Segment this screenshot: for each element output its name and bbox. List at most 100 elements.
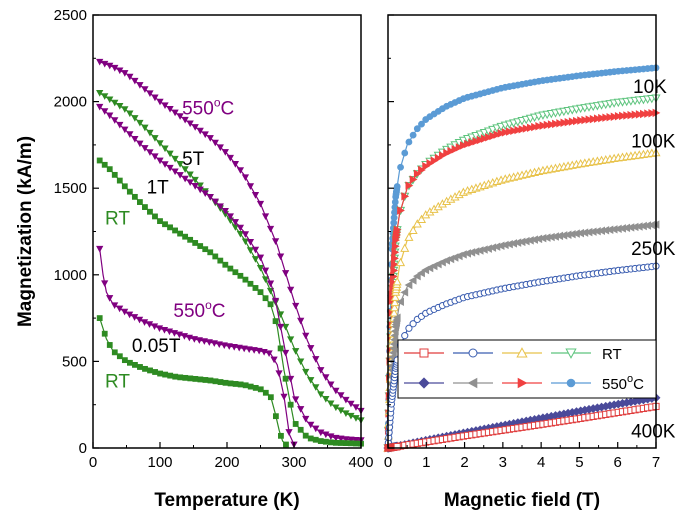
data-point — [332, 434, 340, 442]
data-point — [397, 163, 404, 171]
data-point — [192, 240, 199, 246]
data-point — [266, 225, 275, 233]
data-point — [317, 391, 325, 399]
data-point — [150, 323, 159, 330]
data-point — [312, 384, 320, 391]
data-point — [640, 109, 648, 119]
data-point — [246, 247, 255, 254]
data-point — [147, 367, 153, 374]
data-point — [593, 114, 602, 123]
data-point — [396, 257, 406, 267]
data-point — [614, 112, 623, 121]
data-point — [401, 192, 410, 201]
legend-marker-triangle-down — [565, 348, 577, 359]
data-point — [257, 289, 264, 296]
data-point — [242, 382, 249, 389]
data-point — [146, 90, 154, 98]
data-point — [136, 140, 144, 148]
data-point — [176, 113, 184, 120]
data-point — [426, 159, 435, 168]
data-point — [255, 347, 263, 355]
annotation-text: 400K — [631, 421, 676, 442]
data-point — [256, 200, 265, 208]
data-point — [648, 109, 657, 118]
data-point — [282, 375, 289, 382]
data-point — [191, 124, 199, 131]
data-point — [278, 432, 284, 439]
data-point — [547, 120, 556, 129]
data-point — [205, 339, 213, 346]
data-point — [413, 125, 421, 133]
data-point — [106, 96, 114, 104]
data-point — [237, 381, 244, 388]
data-point — [140, 319, 149, 326]
data-point — [271, 238, 280, 245]
data-point — [166, 150, 174, 158]
annotation-label: RT — [105, 371, 130, 392]
data-point — [171, 155, 179, 163]
data-point — [212, 253, 219, 260]
data-point — [327, 381, 335, 389]
data-point — [497, 129, 506, 138]
y-tick-label: 2000 — [54, 94, 87, 111]
legend-label-unit: C — [633, 376, 644, 393]
data-point — [543, 120, 552, 130]
data-point — [417, 268, 425, 278]
x-tick-label: 5 — [575, 454, 583, 471]
data-point — [116, 305, 124, 313]
data-point — [207, 249, 214, 256]
data-point — [96, 90, 104, 97]
data-point — [106, 62, 114, 70]
legend-marker-circle — [468, 348, 478, 358]
data-point — [581, 115, 590, 125]
data-point — [455, 143, 464, 152]
annotation-unit: C — [212, 301, 226, 322]
data-point — [404, 280, 413, 290]
data-point — [447, 146, 456, 156]
data-point — [451, 145, 460, 154]
data-point — [287, 336, 295, 343]
data-point — [216, 203, 224, 210]
data-point — [606, 112, 615, 122]
data-point — [217, 257, 224, 264]
data-point — [121, 357, 128, 364]
data-point — [472, 137, 481, 146]
data-point — [135, 316, 144, 324]
annotation-label: 0.05T — [132, 336, 181, 357]
data-point — [181, 116, 189, 124]
data-point — [292, 421, 299, 427]
data-point — [283, 441, 289, 448]
data-point — [327, 400, 335, 408]
data-point — [518, 125, 527, 134]
data-point — [276, 253, 285, 261]
annotation-label: 400K — [631, 421, 676, 442]
data-point — [241, 238, 250, 246]
data-point — [141, 124, 149, 132]
y-axis-title: Magnetization (kA/m) — [15, 136, 36, 327]
data-point — [292, 302, 300, 310]
data-point — [468, 138, 477, 147]
data-point — [156, 140, 164, 147]
data-point — [251, 192, 260, 199]
data-point — [598, 113, 606, 123]
data-point — [221, 207, 229, 215]
data-point — [127, 359, 133, 366]
legend-label-text: 550 — [602, 376, 627, 393]
data-point — [137, 199, 143, 205]
series-800080-0 — [96, 58, 365, 415]
data-point — [246, 238, 255, 246]
data-point — [266, 280, 275, 288]
data-point — [489, 131, 498, 141]
series-800080-2 — [96, 103, 365, 444]
data-point — [206, 193, 214, 201]
data-point — [171, 109, 179, 117]
data-point — [556, 119, 565, 128]
data-point — [116, 103, 124, 110]
data-point — [186, 171, 194, 179]
data-point — [408, 276, 417, 285]
data-point — [267, 394, 274, 401]
data-point — [535, 122, 544, 131]
data-point — [391, 248, 400, 257]
data-point — [142, 365, 148, 372]
data-point — [480, 134, 489, 143]
